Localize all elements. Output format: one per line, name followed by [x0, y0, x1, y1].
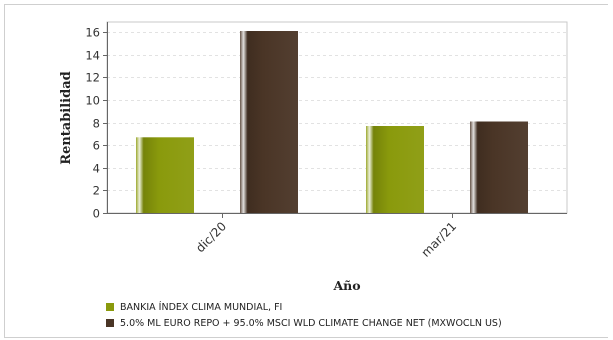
bar-1-mar-21	[366, 126, 424, 213]
legend-swatch-1	[106, 303, 114, 311]
y-tick-label: 0	[93, 207, 100, 221]
x-tick-label: dic/20	[193, 219, 229, 255]
y-tick-label: 10	[85, 94, 100, 108]
bar-1-dic-20	[136, 137, 194, 213]
y-tick-label: 2	[93, 184, 100, 198]
x-tick-label: mar/21	[419, 219, 460, 260]
legend-label-2: 5.0% ML EURO REPO + 95.0% MSCI WLD CLIMA…	[120, 318, 502, 329]
y-axis-label: Rentabilidad	[59, 71, 74, 164]
y-tick-label: 4	[93, 162, 100, 176]
y-tick-label: 12	[85, 71, 100, 85]
legend-label-1: BANKIA ÍNDEX CLIMA MUNDIAL, FI	[120, 302, 283, 313]
y-tick-label: 6	[93, 139, 100, 153]
bar-2-mar-21	[470, 121, 528, 213]
y-tick-label: 8	[93, 117, 100, 131]
x-axis-label: Año	[332, 278, 360, 293]
y-tick-label: 14	[85, 49, 100, 63]
bars	[136, 31, 528, 213]
bar-2-dic-20	[240, 31, 298, 213]
legend-item-2: 5.0% ML EURO REPO + 95.0% MSCI WLD CLIMA…	[106, 318, 502, 329]
y-tick-label: 16	[85, 26, 100, 40]
legend-item-1: BANKIA ÍNDEX CLIMA MUNDIAL, FI	[106, 302, 282, 313]
legend-swatch-2	[106, 319, 114, 327]
